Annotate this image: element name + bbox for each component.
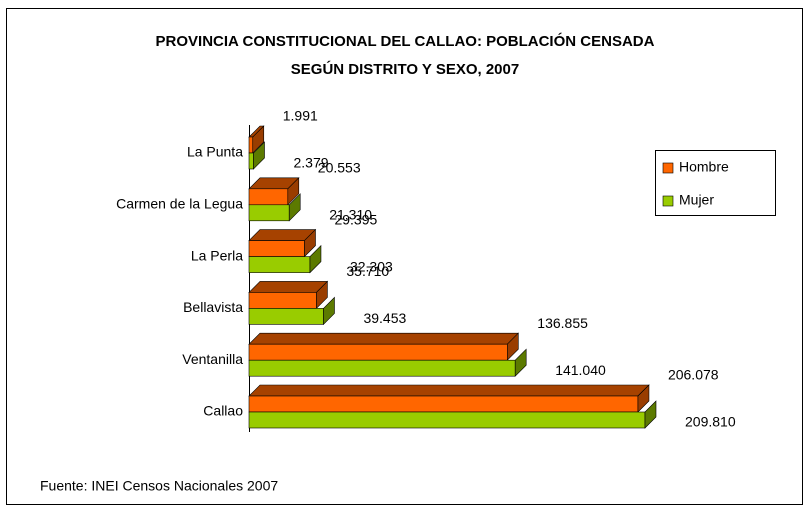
- bar-side: [304, 228, 316, 258]
- bar: [248, 136, 254, 154]
- bar-side: [637, 384, 650, 413]
- bar-side: [316, 280, 328, 310]
- bar-top: [248, 229, 317, 241]
- value-label: 35.710: [346, 263, 389, 279]
- bar-side: [253, 141, 265, 170]
- chart-frame: [6, 8, 803, 505]
- legend-label: Mujer: [679, 192, 714, 208]
- value-label: 29.395: [334, 211, 377, 227]
- legend-label: Hombre: [679, 159, 729, 175]
- category-label: Ventanilla: [182, 351, 243, 367]
- bar: [248, 343, 508, 361]
- value-label: 209.810: [685, 414, 736, 430]
- bar-side: [252, 125, 265, 154]
- value-label: 20.553: [318, 160, 361, 176]
- value-label: 21.310: [329, 207, 372, 223]
- bar-side: [288, 193, 301, 222]
- legend-box: [655, 150, 776, 216]
- source-note: Fuente: INEI Censos Nacionales 2007: [40, 478, 278, 494]
- category-label: La Perla: [191, 247, 243, 263]
- legend-swatch: [662, 162, 674, 174]
- bar-side: [644, 400, 657, 429]
- bar: [248, 292, 317, 309]
- bar: [248, 204, 290, 222]
- bar: [248, 308, 324, 325]
- bar-top: [248, 332, 520, 345]
- bar: [248, 240, 305, 257]
- value-label: 206.078: [668, 367, 719, 383]
- bar-side: [309, 244, 322, 274]
- chart-title: PROVINCIA CONSTITUCIONAL DEL CALLAO: POB…: [156, 32, 655, 50]
- value-label: 136.855: [537, 315, 588, 331]
- bar-side: [287, 177, 300, 206]
- value-label: 32.303: [350, 258, 393, 274]
- bar-side: [507, 332, 519, 361]
- value-label: 39.453: [363, 310, 406, 326]
- bar-top: [248, 281, 329, 293]
- category-label: Carmen de la Legua: [116, 196, 243, 212]
- chart-title: SEGÚN DISTRITO Y SEXO, 2007: [291, 60, 519, 78]
- bar: [248, 188, 289, 206]
- bar: [248, 256, 311, 273]
- bar: [248, 411, 646, 429]
- value-label: 1.991: [283, 108, 318, 124]
- category-label: Bellavista: [183, 299, 243, 315]
- category-label: La Punta: [187, 144, 243, 160]
- value-label: 141.040: [555, 362, 606, 378]
- bar: [248, 359, 516, 377]
- legend-swatch: [662, 195, 674, 207]
- value-label: 2.379: [293, 155, 328, 171]
- bar-side: [514, 348, 527, 377]
- category-label: Callao: [203, 403, 243, 419]
- bar: [248, 152, 254, 170]
- bar: [248, 395, 639, 413]
- bar-side: [323, 296, 335, 326]
- bar-top: [248, 384, 650, 397]
